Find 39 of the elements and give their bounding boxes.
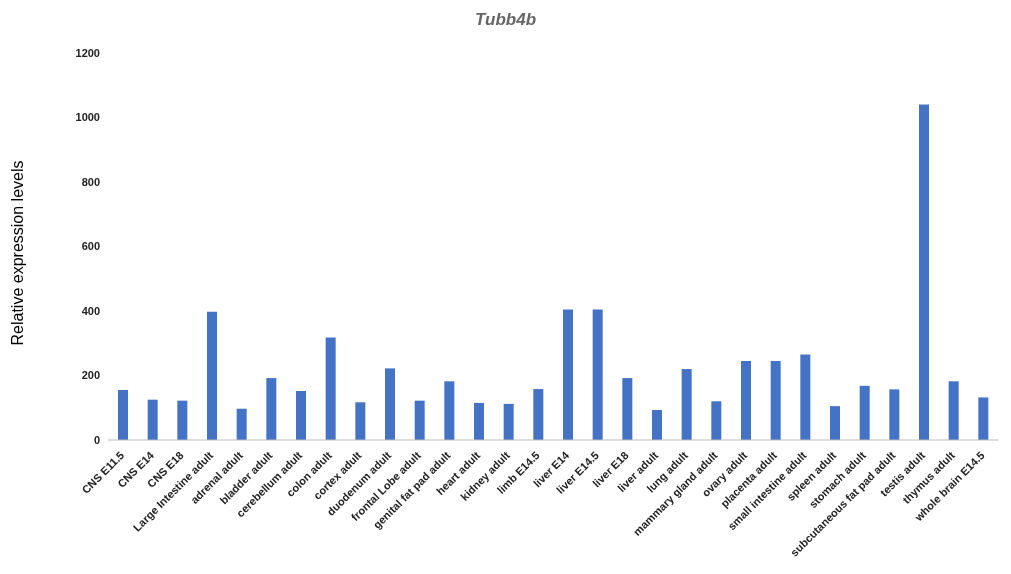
bar — [889, 389, 900, 440]
bar — [859, 385, 870, 440]
y-tick-label: 400 — [81, 304, 100, 317]
bar — [474, 402, 484, 440]
y-tick-label: 1200 — [75, 46, 100, 59]
bar — [652, 410, 662, 440]
bar — [444, 381, 455, 440]
bar — [978, 397, 989, 440]
chart-title: Tubb4b — [473, 10, 538, 30]
bar — [948, 381, 959, 440]
bar — [385, 368, 395, 440]
y-axis-title: Relative expression levels — [9, 160, 27, 346]
bar — [503, 403, 514, 440]
bar — [207, 311, 217, 440]
bar — [414, 400, 425, 440]
bar — [355, 402, 366, 440]
bar — [830, 406, 840, 440]
bar — [711, 401, 722, 440]
y-tick-label: 1000 — [75, 111, 100, 124]
y-tick-label: 600 — [81, 240, 100, 253]
bar — [919, 104, 929, 440]
bar — [741, 360, 751, 440]
bar — [681, 369, 692, 440]
y-tick-label: 0 — [93, 433, 100, 446]
bar — [118, 390, 128, 440]
bar — [266, 378, 277, 440]
bar — [177, 400, 188, 440]
y-tick-label: 800 — [81, 175, 100, 188]
bar — [592, 309, 603, 440]
bar — [325, 337, 336, 440]
bar — [533, 389, 544, 440]
bar — [800, 354, 811, 440]
bar — [147, 399, 158, 440]
bar — [236, 408, 247, 440]
y-tick-label: 200 — [81, 369, 100, 382]
bar — [563, 309, 573, 440]
bar — [770, 360, 781, 440]
bar — [296, 390, 306, 440]
bar — [622, 378, 633, 440]
